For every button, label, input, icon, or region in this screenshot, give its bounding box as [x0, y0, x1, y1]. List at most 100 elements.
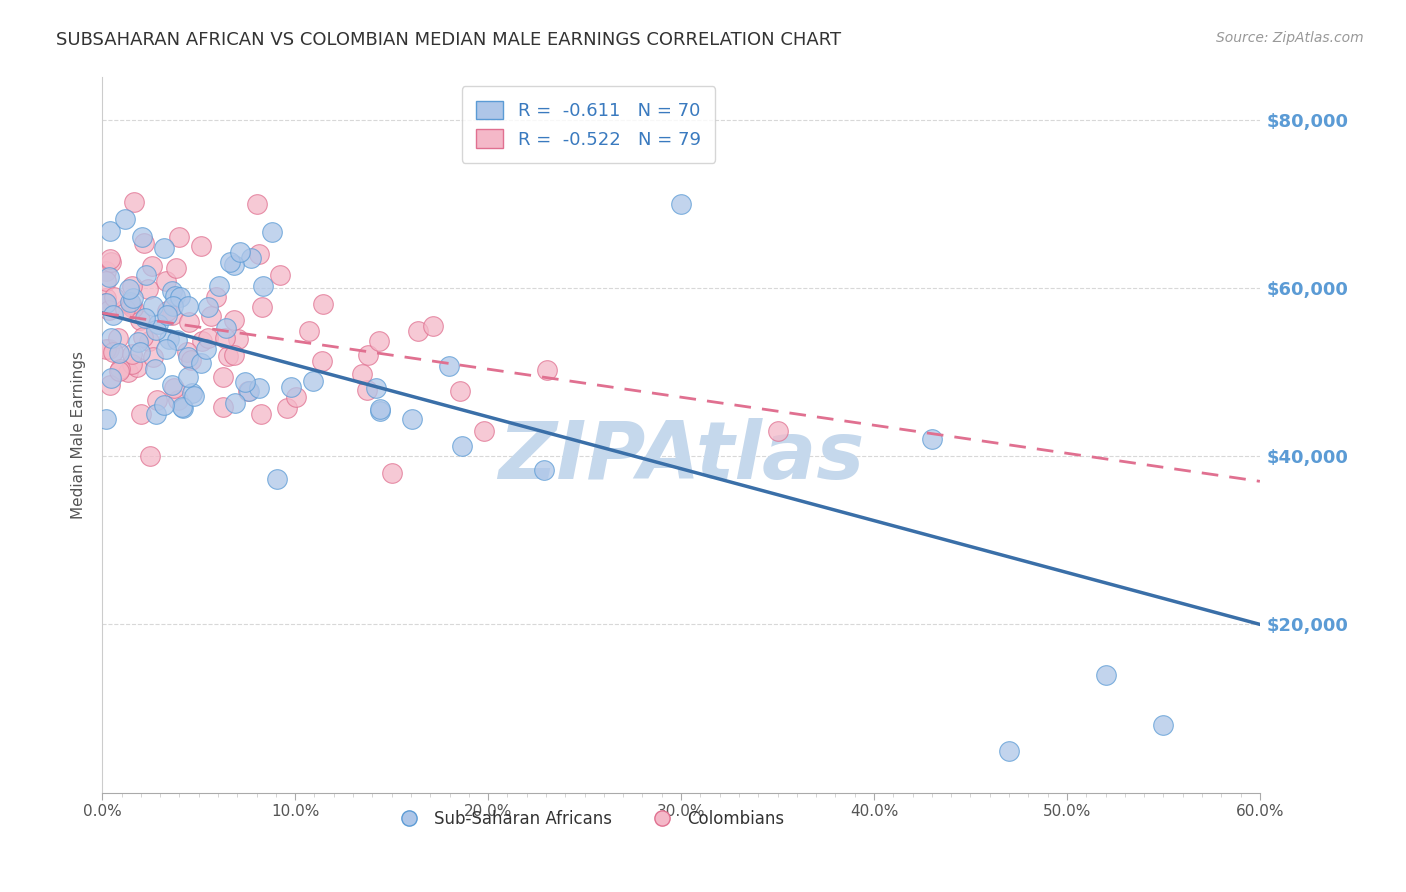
- Text: SUBSAHARAN AFRICAN VS COLOMBIAN MEDIAN MALE EARNINGS CORRELATION CHART: SUBSAHARAN AFRICAN VS COLOMBIAN MEDIAN M…: [56, 31, 841, 49]
- Point: [212, 401, 235, 415]
- Point: [103, 308, 125, 322]
- Point: [311, 354, 333, 368]
- Point: [472, 424, 495, 438]
- Point: [214, 331, 236, 345]
- Point: [250, 300, 273, 314]
- Point: [153, 398, 176, 412]
- Point: [122, 301, 145, 315]
- Point: [160, 308, 183, 322]
- Point: [312, 297, 335, 311]
- Point: [145, 408, 167, 422]
- Point: [100, 330, 122, 344]
- Point: [118, 282, 141, 296]
- Point: [139, 449, 162, 463]
- Point: [98, 303, 121, 318]
- Text: Source: ZipAtlas.com: Source: ZipAtlas.com: [1216, 31, 1364, 45]
- Point: [224, 396, 246, 410]
- Point: [217, 349, 239, 363]
- Point: [162, 299, 184, 313]
- Point: [132, 235, 155, 250]
- Point: [142, 350, 165, 364]
- Point: [195, 343, 218, 357]
- Point: [131, 229, 153, 244]
- Point: [200, 309, 222, 323]
- Point: [145, 323, 167, 337]
- Point: [249, 407, 271, 421]
- Point: [103, 344, 125, 359]
- Point: [107, 331, 129, 345]
- Point: [128, 313, 150, 327]
- Point: [236, 384, 259, 398]
- Point: [669, 196, 692, 211]
- Point: [141, 259, 163, 273]
- Point: [156, 304, 179, 318]
- Point: [183, 388, 205, 402]
- Point: [155, 343, 177, 357]
- Point: [177, 350, 200, 364]
- Point: [98, 378, 121, 392]
- Point: [190, 356, 212, 370]
- Point: [238, 384, 260, 399]
- Point: [94, 296, 117, 310]
- Point: [129, 407, 152, 421]
- Point: [97, 343, 120, 357]
- Point: [302, 374, 325, 388]
- Point: [120, 300, 142, 314]
- Point: [155, 274, 177, 288]
- Point: [146, 317, 169, 331]
- Point: [134, 311, 156, 326]
- Point: [1094, 668, 1116, 682]
- Point: [127, 334, 149, 349]
- Point: [160, 284, 183, 298]
- Point: [117, 365, 139, 379]
- Point: [169, 230, 191, 244]
- Point: [422, 318, 444, 333]
- Point: [94, 264, 117, 278]
- Point: [165, 261, 187, 276]
- Point: [172, 400, 194, 414]
- Point: [122, 195, 145, 210]
- Point: [103, 290, 125, 304]
- Point: [252, 278, 274, 293]
- Point: [143, 361, 166, 376]
- Point: [247, 381, 270, 395]
- Point: [108, 364, 131, 378]
- Point: [240, 252, 263, 266]
- Point: [439, 359, 461, 374]
- Point: [166, 334, 188, 348]
- Point: [172, 401, 194, 415]
- Point: [190, 239, 212, 253]
- Point: [153, 241, 176, 255]
- Point: [100, 370, 122, 384]
- Point: [94, 342, 117, 356]
- Point: [247, 246, 270, 260]
- Point: [1152, 718, 1174, 732]
- Point: [180, 385, 202, 400]
- Point: [298, 324, 321, 338]
- Point: [160, 378, 183, 392]
- Point: [180, 352, 202, 367]
- Point: [406, 324, 429, 338]
- Point: [208, 279, 231, 293]
- Point: [121, 291, 143, 305]
- Point: [533, 463, 555, 477]
- Point: [108, 362, 131, 376]
- Legend: Sub-Saharan Africans, Colombians: Sub-Saharan Africans, Colombians: [385, 803, 792, 834]
- Point: [98, 252, 121, 267]
- Point: [98, 224, 121, 238]
- Point: [97, 270, 120, 285]
- Point: [163, 381, 186, 395]
- Point: [114, 301, 136, 316]
- Point: [197, 300, 219, 314]
- Point: [136, 282, 159, 296]
- Point: [135, 268, 157, 282]
- Point: [451, 439, 474, 453]
- Point: [118, 295, 141, 310]
- Point: [280, 380, 302, 394]
- Point: [94, 274, 117, 288]
- Point: [350, 367, 373, 381]
- Point: [401, 412, 423, 426]
- Point: [276, 401, 298, 415]
- Point: [197, 331, 219, 345]
- Point: [224, 313, 246, 327]
